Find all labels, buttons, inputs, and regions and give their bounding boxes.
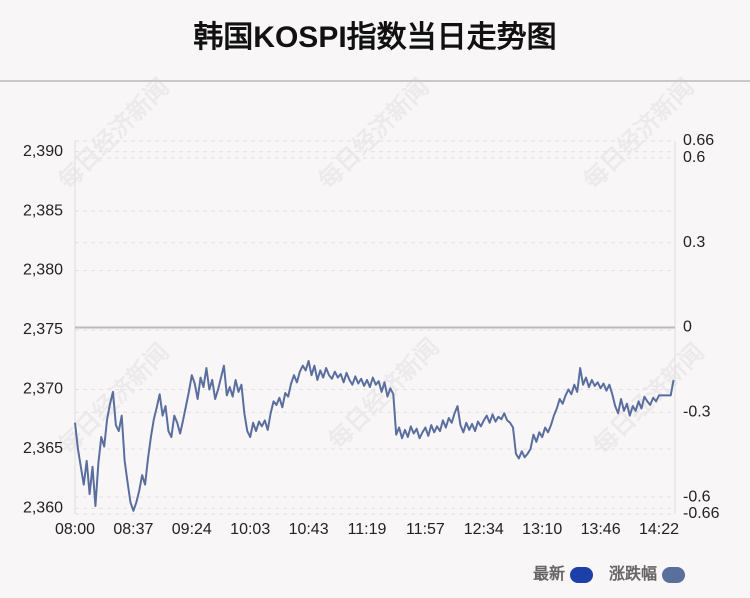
x-tick-label: 13:46 bbox=[581, 521, 621, 538]
y2-tick-label: 0 bbox=[683, 319, 692, 336]
x-tick-label: 14:22 bbox=[639, 521, 679, 538]
legend-swatch bbox=[570, 567, 594, 583]
x-tick-label: 10:03 bbox=[230, 521, 270, 538]
y2-tick-label: -0.66 bbox=[683, 505, 720, 522]
y-tick-label: 2,380 bbox=[23, 262, 63, 279]
y-tick-label: 2,360 bbox=[23, 500, 63, 517]
legend-label: 涨跌幅 bbox=[609, 564, 657, 583]
x-tick-label: 11:19 bbox=[348, 521, 387, 538]
y-tick-label: 2,365 bbox=[23, 440, 63, 457]
y2-tick-label: 0.6 bbox=[683, 149, 705, 166]
x-tick-label: 13:10 bbox=[522, 521, 562, 538]
legend-label: 最新 bbox=[533, 564, 565, 583]
x-tick-label: 10:43 bbox=[289, 521, 329, 538]
y-tick-label: 2,390 bbox=[23, 143, 63, 160]
x-tick-label: 08:00 bbox=[55, 521, 95, 538]
y2-tick-label: 0.66 bbox=[683, 132, 714, 149]
y2-tick-label: -0.6 bbox=[683, 488, 711, 505]
x-tick-label: 08:37 bbox=[113, 521, 153, 538]
y2-tick-label: -0.3 bbox=[683, 403, 711, 420]
y-tick-label: 2,385 bbox=[23, 202, 63, 219]
legend-swatch bbox=[662, 567, 686, 583]
price-line bbox=[74, 359, 675, 512]
x-tick-label: 12:34 bbox=[464, 521, 504, 538]
chart-title: 韩国KOSPI指数当日走势图 bbox=[193, 21, 556, 54]
x-tick-label: 09:24 bbox=[172, 521, 212, 538]
y2-tick-label: 0.3 bbox=[683, 234, 705, 251]
y-tick-label: 2,375 bbox=[23, 321, 63, 338]
x-tick-label: 11:57 bbox=[406, 521, 445, 538]
y-tick-label: 2,370 bbox=[23, 381, 63, 398]
